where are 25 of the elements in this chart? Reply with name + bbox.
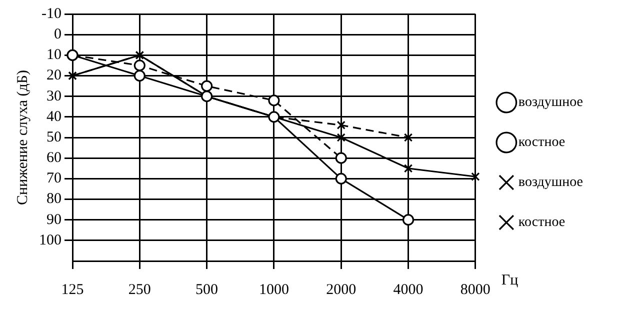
x-tick-label: 1000 bbox=[258, 282, 289, 298]
y-tick-label: -10 bbox=[42, 6, 62, 22]
x-tick-label: 2000 bbox=[326, 282, 356, 298]
x-tick-label: 8000 bbox=[460, 282, 490, 298]
x-tick-label: 4000 bbox=[393, 282, 424, 298]
y-tick-label: 10 bbox=[46, 47, 62, 64]
y-tick-label: 90 bbox=[46, 212, 62, 228]
x-tick-label: 500 bbox=[196, 282, 218, 298]
x-tick-label: 250 bbox=[128, 282, 151, 298]
y-tick-label: 30 bbox=[46, 88, 62, 104]
y-tick-label: 80 bbox=[46, 191, 62, 208]
y-tick-label: 70 bbox=[46, 170, 62, 187]
y-tick-label: 20 bbox=[46, 68, 62, 84]
legend-label: воздушное bbox=[518, 95, 584, 110]
y-tick-label: 100 bbox=[39, 232, 62, 248]
y-tick-label: 40 bbox=[46, 108, 62, 125]
x-tick-label: 125 bbox=[61, 282, 84, 298]
y-tick-label: 50 bbox=[46, 129, 62, 146]
x-axis-title: Гц bbox=[501, 272, 518, 288]
y-axis-title: Снижение слуха (дБ) bbox=[14, 70, 31, 205]
legend-label: костное bbox=[518, 215, 566, 230]
y-tick-label: 0 bbox=[54, 26, 62, 43]
y-tick-label: 60 bbox=[46, 150, 62, 166]
legend-label: костное bbox=[518, 135, 566, 150]
legend-label: воздушное bbox=[518, 175, 584, 190]
